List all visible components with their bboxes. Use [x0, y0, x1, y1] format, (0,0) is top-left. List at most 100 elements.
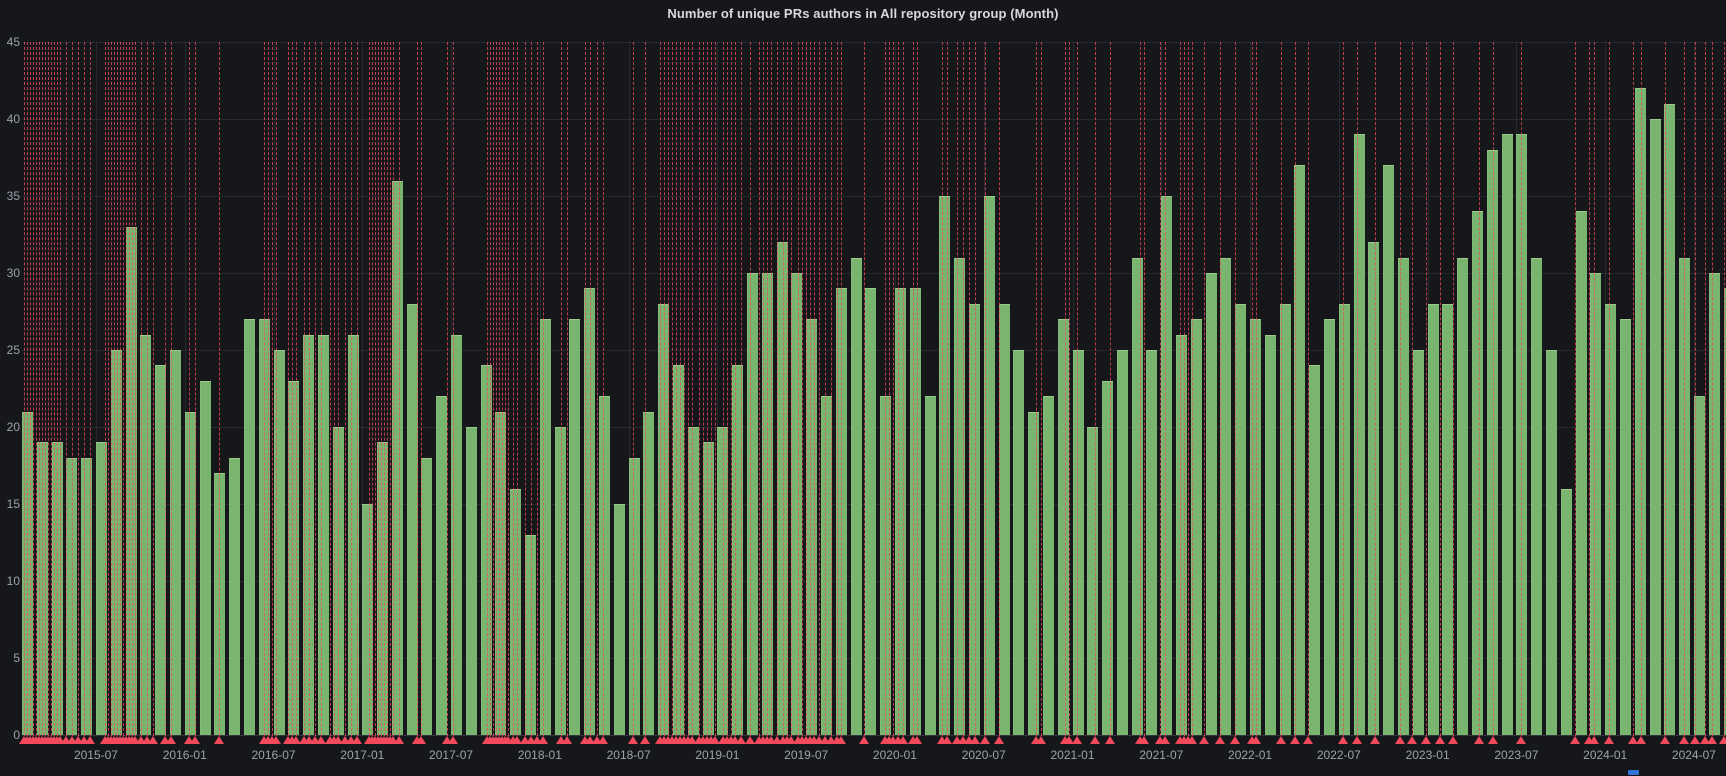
- annotation-marker-icon[interactable]: [1105, 736, 1115, 744]
- bar[interactable]: [303, 334, 315, 735]
- annotation-marker-icon[interactable]: [526, 736, 536, 744]
- bar[interactable]: [1309, 365, 1321, 735]
- annotation-marker-icon[interactable]: [964, 736, 974, 744]
- annotation-marker-icon[interactable]: [73, 736, 83, 744]
- bar[interactable]: [347, 334, 359, 735]
- annotation-marker-icon[interactable]: [1719, 736, 1726, 744]
- annotation-marker-icon[interactable]: [1370, 736, 1380, 744]
- annotation-marker-icon[interactable]: [836, 736, 846, 744]
- annotation-marker-icon[interactable]: [1474, 736, 1484, 744]
- annotation-marker-icon[interactable]: [1072, 736, 1082, 744]
- bar[interactable]: [1664, 103, 1676, 735]
- annotation-marker-icon[interactable]: [592, 736, 602, 744]
- bar[interactable]: [1190, 319, 1202, 735]
- annotation-marker-icon[interactable]: [142, 736, 152, 744]
- annotation-marker-icon[interactable]: [958, 736, 968, 744]
- annotation-marker-icon[interactable]: [1421, 736, 1431, 744]
- bar[interactable]: [1412, 350, 1424, 735]
- annotation-marker-icon[interactable]: [898, 736, 908, 744]
- annotation-marker-icon[interactable]: [448, 736, 458, 744]
- annotation-marker-icon[interactable]: [388, 736, 398, 744]
- bar[interactable]: [1590, 273, 1602, 735]
- annotation-marker-icon[interactable]: [1251, 736, 1261, 744]
- bar[interactable]: [1250, 319, 1262, 735]
- annotation-marker-icon[interactable]: [585, 736, 595, 744]
- bar[interactable]: [510, 488, 522, 735]
- bar[interactable]: [939, 196, 951, 735]
- bar[interactable]: [1324, 319, 1336, 735]
- bar[interactable]: [894, 288, 906, 735]
- bar[interactable]: [1102, 380, 1114, 735]
- bar[interactable]: [155, 365, 167, 735]
- annotation-marker-icon[interactable]: [1290, 736, 1300, 744]
- annotation-marker-icon[interactable]: [912, 736, 922, 744]
- annotation-marker-icon[interactable]: [1187, 736, 1197, 744]
- bar[interactable]: [569, 319, 581, 735]
- annotation-marker-icon[interactable]: [184, 736, 194, 744]
- bar[interactable]: [599, 396, 611, 735]
- annotation-marker-icon[interactable]: [1230, 736, 1240, 744]
- annotation-marker-icon[interactable]: [745, 736, 755, 744]
- bar[interactable]: [451, 334, 463, 735]
- bar[interactable]: [791, 273, 803, 735]
- annotation-marker-icon[interactable]: [520, 736, 530, 744]
- annotation-marker-icon[interactable]: [1488, 736, 1498, 744]
- bar[interactable]: [1560, 488, 1572, 735]
- annotation-marker-icon[interactable]: [1636, 736, 1646, 744]
- annotation-marker-icon[interactable]: [1407, 736, 1417, 744]
- annotation-marker-icon[interactable]: [416, 736, 426, 744]
- bar[interactable]: [732, 365, 744, 735]
- bar[interactable]: [1161, 196, 1173, 735]
- annotation-marker-icon[interactable]: [710, 736, 720, 744]
- bar[interactable]: [806, 319, 818, 735]
- bar[interactable]: [747, 273, 758, 735]
- bar[interactable]: [1176, 334, 1188, 735]
- annotation-marker-icon[interactable]: [532, 736, 542, 744]
- annotation-marker-icon[interactable]: [994, 736, 1004, 744]
- bar[interactable]: [1708, 273, 1720, 735]
- annotation-marker-icon[interactable]: [130, 736, 140, 744]
- annotation-marker-icon[interactable]: [1395, 736, 1405, 744]
- annotation-marker-icon[interactable]: [1570, 736, 1580, 744]
- annotation-marker-icon[interactable]: [67, 736, 77, 744]
- annotation-marker-icon[interactable]: [1199, 736, 1209, 744]
- bar[interactable]: [687, 427, 699, 735]
- annotation-marker-icon[interactable]: [814, 736, 824, 744]
- annotation-marker-icon[interactable]: [942, 736, 952, 744]
- annotation-marker-icon[interactable]: [859, 736, 869, 744]
- bar[interactable]: [998, 303, 1010, 735]
- bar[interactable]: [1279, 303, 1291, 735]
- bar[interactable]: [1131, 257, 1143, 735]
- bar[interactable]: [273, 350, 285, 735]
- annotation-marker-icon[interactable]: [1139, 736, 1149, 744]
- bar[interactable]: [243, 319, 255, 735]
- bar[interactable]: [1072, 350, 1084, 735]
- bar[interactable]: [628, 457, 640, 735]
- bar[interactable]: [406, 303, 418, 735]
- bar[interactable]: [1220, 257, 1232, 735]
- bar[interactable]: [1442, 303, 1454, 735]
- bar[interactable]: [909, 288, 921, 735]
- annotation-marker-icon[interactable]: [61, 736, 71, 744]
- annotation-marker-icon[interactable]: [160, 736, 170, 744]
- legend-marker[interactable]: [1628, 770, 1639, 775]
- annotation-marker-icon[interactable]: [214, 736, 224, 744]
- annotation-marker-icon[interactable]: [1628, 736, 1638, 744]
- bar[interactable]: [1087, 427, 1099, 735]
- annotation-marker-icon[interactable]: [786, 736, 796, 744]
- annotation-marker-icon[interactable]: [190, 736, 200, 744]
- bar[interactable]: [983, 196, 995, 735]
- bar[interactable]: [1575, 211, 1587, 735]
- bar[interactable]: [169, 350, 181, 735]
- annotation-marker-icon[interactable]: [687, 736, 697, 744]
- bar[interactable]: [480, 365, 492, 735]
- bar[interactable]: [1501, 134, 1513, 735]
- bar[interactable]: [673, 365, 685, 735]
- annotation-marker-icon[interactable]: [1338, 736, 1348, 744]
- annotation-marker-icon[interactable]: [1660, 736, 1670, 744]
- annotation-marker-icon[interactable]: [85, 736, 95, 744]
- bar[interactable]: [1545, 350, 1557, 735]
- annotation-marker-icon[interactable]: [1435, 736, 1445, 744]
- bar[interactable]: [495, 411, 507, 735]
- annotation-marker-icon[interactable]: [970, 736, 980, 744]
